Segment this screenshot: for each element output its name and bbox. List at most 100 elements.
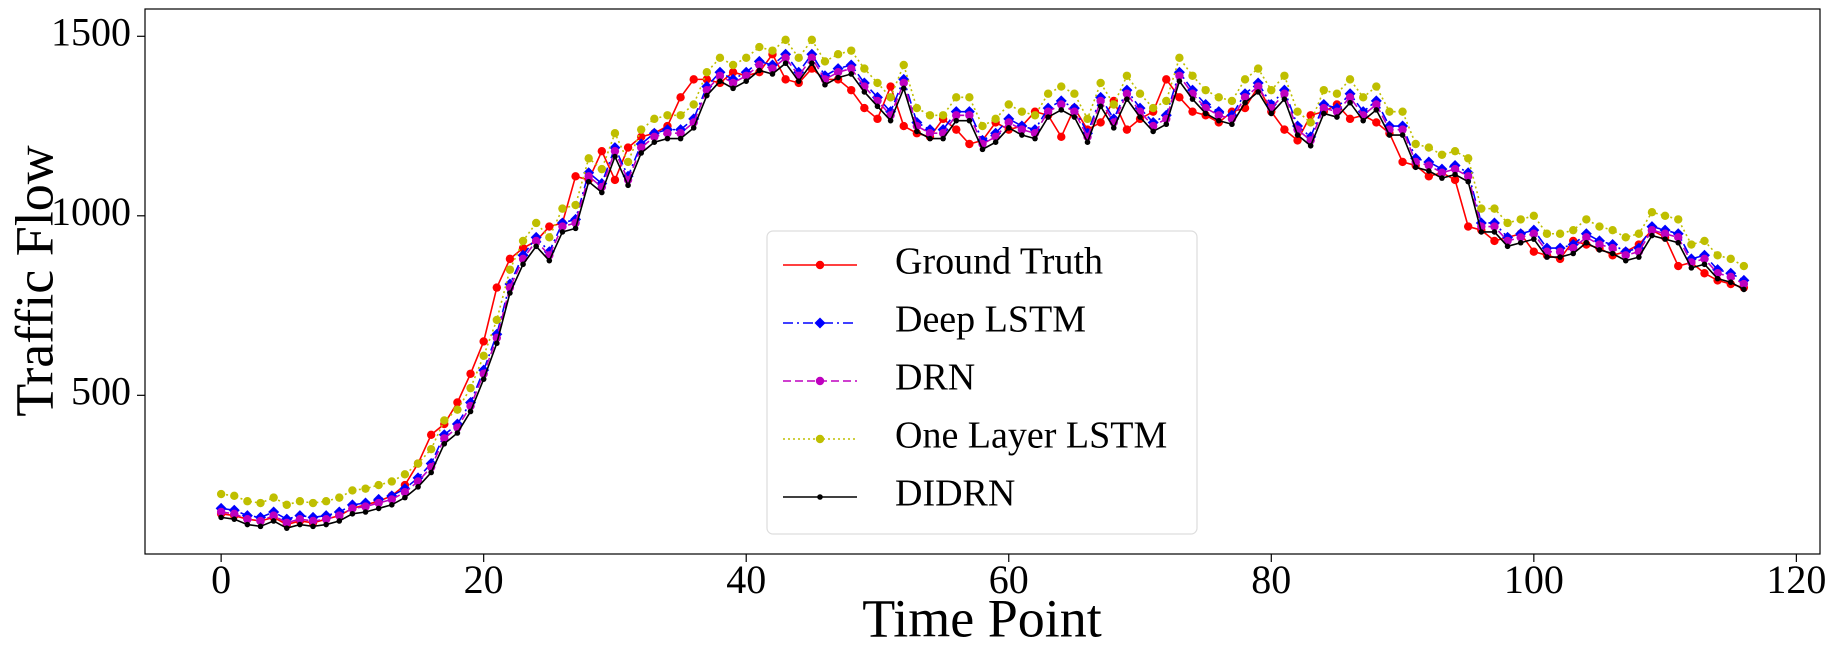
data-point [1032,135,1038,142]
data-point [1240,75,1250,84]
x-tick-label: 60 [989,557,1029,602]
data-point [1649,232,1655,239]
data-point [572,225,579,232]
legend-marker [814,317,826,329]
data-point [558,204,567,213]
data-point [1674,215,1683,224]
data-point [1687,240,1696,249]
data-point [1490,222,1499,231]
data-point [833,50,843,59]
data-point [1647,208,1657,217]
data-point [585,178,592,185]
data-point [1175,53,1184,63]
data-point [374,480,383,490]
data-point [388,502,395,508]
data-point [492,315,502,325]
data-point [1242,99,1248,106]
data-point [848,71,855,77]
data-point [479,351,488,361]
y-tick-label: 1500 [51,9,131,54]
data-point [559,229,566,235]
data-point [1621,251,1630,260]
data-point [1030,111,1040,120]
data-point [755,42,764,52]
data-point [650,114,659,124]
data-point [1660,229,1670,238]
data-point [1267,85,1276,95]
data-point [1358,93,1368,102]
data-point [597,146,607,156]
data-point [1057,100,1066,109]
data-point [900,85,907,92]
data-point [1542,229,1552,238]
data-point [860,103,869,113]
data-point [270,518,277,524]
data-point [979,146,986,153]
data-point [1071,114,1078,120]
data-point [886,82,895,91]
data-point [809,60,815,67]
data-point [1214,93,1223,102]
data-point [925,129,935,138]
data-point [282,518,291,527]
data-point [520,261,526,268]
data-point [781,53,790,63]
data-point [1450,175,1460,185]
data-point [1372,100,1381,109]
data-point [374,498,383,508]
data-point [1109,100,1118,109]
data-point [1478,229,1485,235]
data-point [1596,247,1603,253]
data-point [638,150,644,156]
data-point [743,78,750,84]
data-point [610,175,620,185]
data-point [505,265,515,274]
data-point [466,369,475,378]
data-point [323,521,329,528]
data-point [1569,243,1578,253]
data-point [257,523,264,530]
data-point [1674,233,1683,242]
data-point [1253,82,1263,91]
data-point [400,470,410,479]
data-point [533,243,539,250]
data-point [1215,117,1222,124]
data-point [1345,93,1355,102]
legend-label: One Layer LSTM [895,415,1167,457]
legend: Ground Truth Deep LSTM DRN One Layer LSTM DI… [766,230,1198,535]
legend-box [766,230,1198,535]
plot-frame [144,8,1821,555]
data-point [742,53,751,63]
data-point [467,408,474,415]
x-tick-label: 20 [464,557,504,602]
data-point [1608,243,1617,253]
data-point [1555,229,1565,238]
data-point [1452,171,1458,178]
data-point [1739,279,1749,289]
data-point [1636,254,1642,260]
data-point [625,182,631,189]
series-line [221,38,1745,506]
data-point [361,484,370,493]
data-point [702,67,712,77]
data-point [781,75,790,84]
data-point [992,139,999,145]
data-point [978,121,987,131]
data-point [479,337,488,346]
data-point [387,495,396,504]
data-point [807,35,817,45]
data-point [1411,139,1420,149]
data-point [952,111,961,120]
data-point [1399,132,1406,138]
data-point [1332,89,1342,98]
data-point [1688,265,1695,271]
data-point [1096,96,1105,106]
data-point [1347,99,1353,106]
data-point [1057,132,1066,142]
data-point [966,117,973,124]
data-point [717,78,723,84]
data-point [599,189,605,196]
data-point [927,135,933,142]
data-point [822,81,828,88]
data-point [1201,85,1210,95]
